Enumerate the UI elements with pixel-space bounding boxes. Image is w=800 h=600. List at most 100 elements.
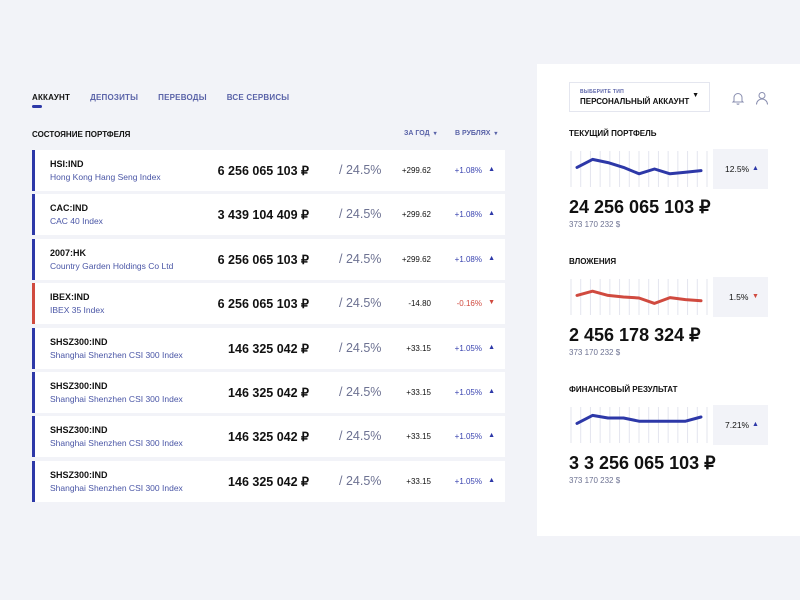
tab-all-services[interactable]: ВСЕ СЕРВИСЫ: [226, 93, 290, 102]
row-share: / 24.5%: [339, 296, 382, 311]
sparkline-financial-result: [570, 407, 708, 443]
summary-panel: ВЫБЕРИТЕ ТИП ПЕРСОНАЛЬНЫЙ АККАУНТ ▼ ТЕКУ…: [537, 64, 800, 536]
row-share: / 24.5%: [339, 473, 382, 488]
row-amount: 146 325 042 ₽: [228, 474, 309, 489]
row-name: Country Garden Holdings Co Ltd: [50, 260, 174, 271]
arrow-up-icon: ▲: [488, 343, 495, 351]
row-share: / 24.5%: [339, 340, 382, 355]
row-delta: +299.62: [401, 166, 431, 175]
portfolio-row[interactable]: SHSZ300:IND Shanghai Shenzhen CSI 300 In…: [32, 327, 505, 369]
arrow-up-icon: ▲: [488, 387, 495, 395]
row-share: / 24.5%: [339, 384, 382, 399]
row-delta: +33.15: [406, 432, 431, 442]
metric-value: 3 3 256 065 103 ₽: [569, 453, 716, 473]
period-filter[interactable]: ЗА ГОД ▾: [404, 130, 437, 137]
portfolio-row[interactable]: SHSZ300:IND Shanghai Shenzhen CSI 300 In…: [32, 460, 505, 502]
metric-change-badge: 12.5% ▲: [713, 149, 768, 189]
active-tab-indicator: [32, 105, 42, 108]
metric-sub-value: 373 170 232 $: [569, 348, 621, 357]
portfolio-row[interactable]: 2007:HK Country Garden Holdings Co Ltd 6…: [32, 238, 505, 280]
row-delta: +33.15: [406, 476, 431, 486]
caret-down-icon: ▼: [692, 92, 699, 99]
select-value: ПЕРСОНАЛЬНЫЙ АККАУНТ: [580, 97, 690, 106]
row-ticker: 2007:HK: [50, 247, 87, 258]
bell-icon[interactable]: [731, 91, 745, 105]
arrow-up-icon: ▲: [752, 165, 759, 172]
row-change: -0.16%: [456, 299, 482, 309]
metric-change: 1.5%: [729, 292, 749, 302]
portfolio-row[interactable]: SHSZ300:IND Shanghai Shenzhen CSI 300 In…: [32, 416, 505, 458]
period-filter-label: ЗА ГОД: [404, 130, 430, 137]
arrow-up-icon: ▲: [488, 476, 495, 484]
row-ticker: SHSZ300:IND: [50, 336, 108, 347]
portfolio-list: HSI:IND Hong Kong Hang Seng Index 6 256 …: [32, 150, 505, 505]
select-label: ВЫБЕРИТЕ ТИП: [580, 89, 624, 95]
arrow-up-icon: ▲: [488, 432, 495, 440]
row-amount: 146 325 042 ₽: [228, 430, 309, 445]
arrow-down-icon: ▼: [488, 299, 495, 307]
metric-sub-value: 373 170 232 $: [569, 220, 621, 229]
row-share: / 24.5%: [339, 429, 382, 444]
row-ticker: HSI:IND: [50, 159, 84, 169]
row-name: Shanghai Shenzhen CSI 300 Index: [50, 349, 183, 360]
metric-value: 24 256 065 103 ₽: [569, 197, 711, 217]
tab-transfers[interactable]: ПЕРЕВОДЫ: [158, 93, 207, 102]
currency-filter[interactable]: В РУБЛЯХ ▾: [455, 130, 497, 137]
metric-value: 2 456 178 324 ₽: [569, 325, 701, 345]
caret-down-icon: ▾: [433, 131, 437, 137]
row-amount: 6 256 065 103 ₽: [217, 297, 309, 312]
row-delta: +299.62: [401, 210, 431, 220]
row-ticker: CAC:IND: [50, 203, 88, 214]
user-icon[interactable]: [755, 91, 769, 105]
metric-sub-value: 373 170 232 $: [569, 476, 621, 485]
metric-title: ФИНАНСОВЫЙ РЕЗУЛЬТАТ: [569, 385, 678, 394]
metric-change-badge: 7.21% ▲: [713, 405, 768, 445]
row-share: / 24.5%: [339, 163, 382, 177]
row-change: +1.08%: [454, 210, 482, 220]
arrow-up-icon: ▲: [488, 254, 495, 262]
row-amount: 6 256 065 103 ₽: [217, 164, 309, 178]
row-change: +1.08%: [454, 254, 482, 264]
sparkline-series: [575, 413, 703, 425]
portfolio-row[interactable]: IBEX:IND IBEX 35 Index 6 256 065 103 ₽ /…: [32, 283, 505, 325]
row-amount: 146 325 042 ₽: [228, 385, 309, 400]
sparkline-investments: [570, 279, 708, 315]
row-name: IBEX 35 Index: [50, 305, 105, 316]
row-amount: 3 439 104 409 ₽: [217, 208, 309, 223]
row-name: CAC 40 Index: [50, 216, 103, 227]
row-ticker: SHSZ300:IND: [50, 425, 108, 436]
row-change: +1.08%: [454, 166, 482, 175]
sparkline-series: [575, 157, 703, 176]
portfolio-row[interactable]: HSI:IND Hong Kong Hang Seng Index 6 256 …: [32, 150, 505, 191]
portfolio-row[interactable]: CAC:IND CAC 40 Index 3 439 104 409 ₽ / 2…: [32, 194, 505, 236]
row-name: Shanghai Shenzhen CSI 300 Index: [50, 438, 183, 449]
portfolio-title: СОСТОЯНИЕ ПОРТФЕЛЯ: [32, 130, 131, 139]
arrow-up-icon: ▲: [752, 421, 759, 428]
row-ticker: SHSZ300:IND: [50, 380, 108, 391]
account-type-select[interactable]: ВЫБЕРИТЕ ТИП ПЕРСОНАЛЬНЫЙ АККАУНТ ▼: [569, 82, 710, 112]
row-change: +1.05%: [454, 476, 482, 486]
arrow-up-icon: ▲: [488, 166, 495, 173]
metric-change: 7.21%: [725, 420, 750, 430]
row-delta: +33.15: [406, 343, 431, 353]
row-ticker: SHSZ300:IND: [50, 469, 108, 480]
sparkline-current-portfolio: [570, 151, 708, 187]
row-ticker: IBEX:IND: [50, 292, 90, 303]
row-delta: -14.80: [408, 299, 431, 309]
top-tabs: АККАУНТ ДЕПОЗИТЫ ПЕРЕВОДЫ ВСЕ СЕРВИСЫ: [32, 93, 289, 102]
arrow-down-icon: ▼: [752, 293, 759, 300]
row-share: / 24.5%: [339, 251, 382, 266]
row-name: Shanghai Shenzhen CSI 300 Index: [50, 393, 183, 404]
portfolio-row[interactable]: SHSZ300:IND Shanghai Shenzhen CSI 300 In…: [32, 371, 505, 413]
arrow-up-icon: ▲: [488, 210, 495, 218]
tab-account[interactable]: АККАУНТ: [32, 93, 71, 102]
caret-down-icon: ▾: [494, 131, 498, 137]
metric-change-badge: 1.5% ▼: [713, 277, 768, 317]
row-change: +1.05%: [454, 343, 482, 353]
row-share: / 24.5%: [339, 207, 382, 222]
metric-title: ТЕКУЩИЙ ПОРТФЕЛЬ: [569, 129, 657, 138]
metric-title: ВЛОЖЕНИЯ: [569, 257, 617, 266]
tab-deposits[interactable]: ДЕПОЗИТЫ: [90, 93, 139, 102]
row-name: Shanghai Shenzhen CSI 300 Index: [50, 482, 183, 493]
row-name: Hong Kong Hang Seng Index: [50, 172, 161, 182]
